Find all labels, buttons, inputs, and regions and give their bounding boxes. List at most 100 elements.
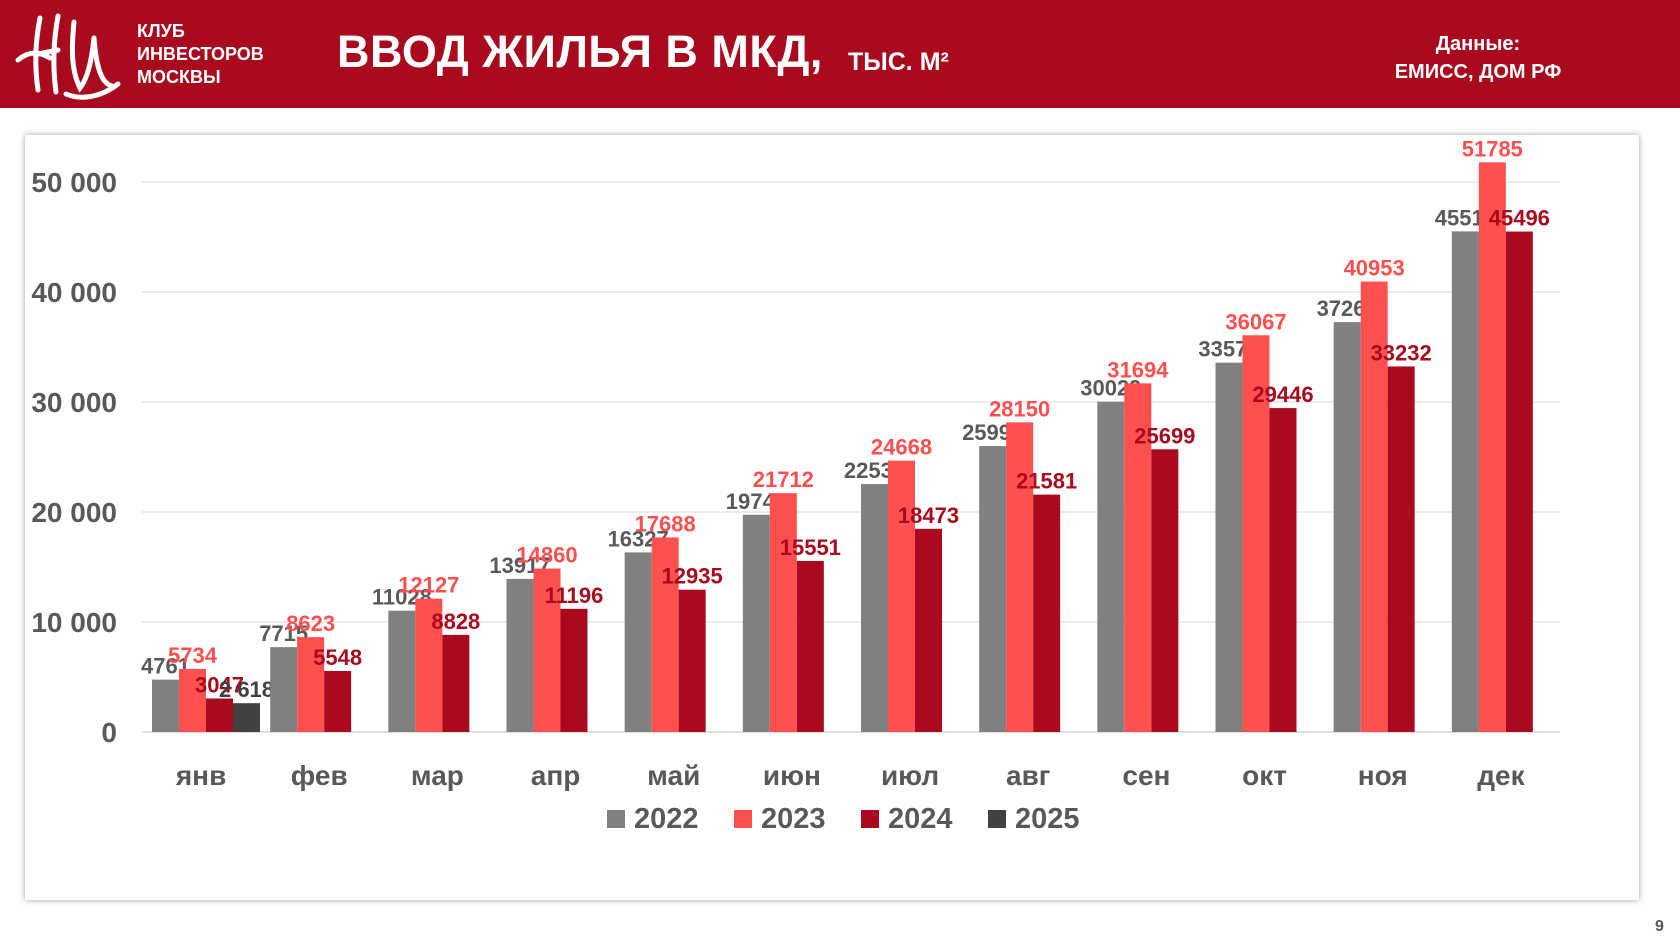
y-tick-label: 50 000 bbox=[31, 167, 117, 198]
data-label-2024-окт: 29446 bbox=[1252, 382, 1313, 407]
y-tick-label: 20 000 bbox=[31, 497, 117, 528]
bar-2024-авг bbox=[1033, 494, 1061, 732]
data-label-2023-сен: 31694 bbox=[1107, 357, 1169, 382]
x-tick-label: июл bbox=[881, 760, 939, 791]
page-number: 9 bbox=[1655, 918, 1664, 935]
bar-2022-мар bbox=[388, 610, 416, 732]
data-label-2023-июл: 24668 bbox=[871, 435, 932, 460]
data-label-2023-фев: 8623 bbox=[286, 611, 335, 636]
data-label-2024-авг: 21581 bbox=[1016, 469, 1077, 494]
bar-2023-июл bbox=[888, 460, 915, 732]
data-label-2023-июн: 21712 bbox=[753, 467, 814, 492]
bar-2023-дек bbox=[1478, 162, 1506, 733]
data-source: Данные: ЕМИСС, ДОМ РФ bbox=[1368, 30, 1588, 86]
bar-2024-май bbox=[678, 589, 706, 732]
data-label-2023-май: 17688 bbox=[635, 511, 696, 536]
bar-2022-ноя bbox=[1333, 322, 1361, 732]
data-label-2023-окт: 36067 bbox=[1225, 309, 1286, 334]
legend-label-2022: 2022 bbox=[634, 803, 699, 835]
bar-2022-май bbox=[624, 552, 652, 732]
bar-2024-апр bbox=[560, 608, 588, 732]
y-tick-label: 10 000 bbox=[31, 607, 117, 638]
source-label: Данные: bbox=[1435, 33, 1521, 55]
legend-swatch-2024 bbox=[861, 810, 879, 828]
data-label-2024-сен: 25699 bbox=[1134, 423, 1195, 448]
legend-swatch-2023 bbox=[734, 810, 752, 828]
bar-2022-фев bbox=[270, 647, 298, 732]
y-tick-label: 0 bbox=[101, 717, 117, 748]
bar-2023-апр bbox=[533, 568, 561, 732]
bar-2023-янв bbox=[179, 668, 206, 732]
bar-2023-ноя bbox=[1360, 281, 1388, 732]
data-label-2023-янв: 5734 bbox=[168, 643, 218, 668]
data-label-2025-янв: 2 618 bbox=[219, 677, 274, 702]
x-tick-label: апр bbox=[531, 760, 581, 791]
x-tick-label: дек bbox=[1477, 760, 1525, 791]
data-label-2024-май: 12935 bbox=[662, 564, 723, 589]
bar-2023-май bbox=[651, 537, 679, 732]
data-label-2024-дек: 45496 bbox=[1489, 206, 1550, 231]
logo-line-3: МОСКВЫ bbox=[137, 67, 221, 87]
bar-2024-сен bbox=[1151, 449, 1179, 732]
data-label-2023-авг: 28150 bbox=[989, 396, 1050, 421]
legend-swatch-2025 bbox=[988, 810, 1006, 828]
bar-2022-окт bbox=[1215, 362, 1243, 732]
x-tick-label: фев bbox=[291, 760, 348, 791]
x-tick-label: ноя bbox=[1358, 760, 1408, 791]
x-tick-label: окт bbox=[1242, 760, 1287, 791]
bar-2022-апр bbox=[506, 578, 534, 732]
data-label-2024-ноя: 33232 bbox=[1371, 340, 1432, 365]
page-title: ВВОД ЖИЛЬЯ В МКД, bbox=[337, 26, 823, 77]
title-unit: ТЫС. М² bbox=[848, 48, 949, 76]
club-logo-icon bbox=[15, 13, 121, 100]
y-tick-label: 40 000 bbox=[31, 277, 117, 308]
data-label-2023-дек: 51785 bbox=[1462, 136, 1523, 161]
chart-panel: 0 10 000 20 000 30 000 40 000 50 000 4761 5734 3… bbox=[25, 135, 1639, 900]
x-tick-label: янв bbox=[175, 760, 226, 791]
data-label-2024-мар: 8828 bbox=[431, 609, 480, 634]
logo-line-2: ИНВЕСТОРОВ bbox=[137, 44, 264, 64]
data-label-2023-апр: 14860 bbox=[516, 543, 577, 568]
legend-label-2025: 2025 bbox=[1015, 803, 1080, 835]
bar-2023-июн bbox=[769, 493, 797, 732]
y-tick-label: 30 000 bbox=[31, 387, 117, 418]
bar-2025-янв bbox=[233, 703, 260, 732]
x-tick-label: авг bbox=[1006, 760, 1050, 791]
bar-2022-июл bbox=[861, 484, 888, 732]
data-label-2024-апр: 11196 bbox=[545, 583, 604, 608]
bar-2024-фев bbox=[324, 670, 352, 732]
bar-2023-сен bbox=[1124, 383, 1152, 732]
legend-swatch-2022 bbox=[607, 810, 625, 828]
bar-2024-янв bbox=[206, 698, 233, 732]
legend-label-2024: 2024 bbox=[888, 803, 953, 835]
bar-2024-июн bbox=[796, 560, 824, 732]
logo-line-1: КЛУБ bbox=[137, 21, 185, 41]
data-label-2024-июн: 15551 bbox=[780, 535, 841, 560]
bar-2024-дек bbox=[1505, 231, 1533, 732]
header-bar: КЛУБ ИНВЕСТОРОВ МОСКВЫ ВВОД ЖИЛЬЯ В МКД,… bbox=[0, 0, 1680, 108]
data-label-2024-янв: 3047 bbox=[195, 672, 244, 697]
logo-text: КЛУБ ИНВЕСТОРОВ МОСКВЫ bbox=[137, 20, 264, 89]
data-label-2023-ноя: 40953 bbox=[1344, 256, 1405, 281]
x-tick-label: май bbox=[647, 760, 700, 791]
bar-2022-сен bbox=[1097, 401, 1125, 732]
data-label-2023-мар: 12127 bbox=[398, 573, 459, 598]
legend-label-2023: 2023 bbox=[761, 803, 826, 835]
data-label-2024-июл: 18473 bbox=[898, 503, 959, 528]
bar-2023-мар bbox=[415, 598, 443, 732]
source-value: ЕМИСС, ДОМ РФ bbox=[1394, 61, 1562, 83]
bar-2023-окт bbox=[1242, 335, 1270, 732]
bar-2023-фев bbox=[297, 637, 325, 732]
x-tick-label: июн bbox=[763, 760, 821, 791]
bar-2023-авг bbox=[1006, 422, 1034, 732]
bar-2024-ноя bbox=[1387, 366, 1415, 732]
bar-2024-мар bbox=[442, 634, 470, 732]
bar-2024-июл bbox=[915, 528, 942, 732]
bar-2022-авг bbox=[979, 446, 1007, 732]
x-tick-label: мар bbox=[411, 760, 464, 791]
bar-2024-окт bbox=[1269, 408, 1297, 732]
bar-2022-дек bbox=[1451, 231, 1479, 732]
bar-2022-янв bbox=[152, 679, 179, 732]
x-tick-label: сен bbox=[1122, 760, 1170, 791]
